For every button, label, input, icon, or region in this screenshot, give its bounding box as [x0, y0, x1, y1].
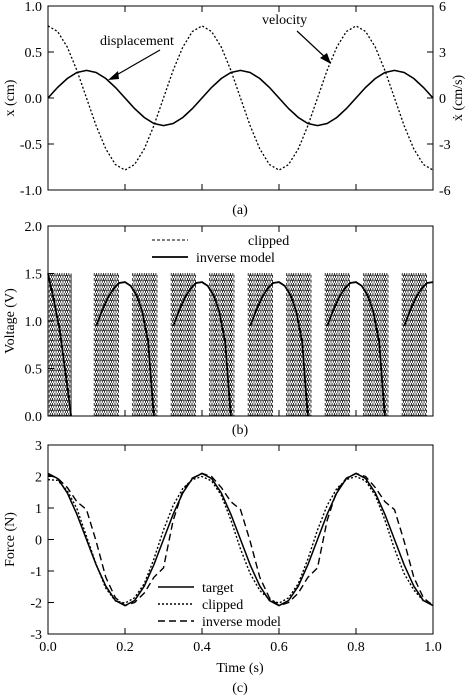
y-tick-label: -0.5 [20, 138, 42, 153]
annotation-arrow [296, 30, 328, 60]
y-axis-label: Force (N) [3, 512, 18, 567]
arrow-head [108, 71, 119, 80]
y2-tick-label: 3 [439, 46, 446, 61]
series-line-target [47, 472, 434, 607]
legend-background [148, 232, 288, 266]
y-tick-label: 0 [35, 534, 42, 549]
panel-b: 2.0 1.5 1.0 0.5 0.0 clipped inverse model Volta… [3, 220, 434, 438]
series-line-inverse-model [403, 281, 434, 327]
series-line-displacement [47, 69, 434, 127]
y-tick-label: -3 [30, 628, 42, 643]
panel-caption-b: (b) [232, 423, 249, 438]
x-axis-label: Time (s) [216, 661, 264, 676]
series-line-inverse-model [172, 281, 232, 417]
panel-c: 3 2 1 0 -1 -2 -30.0 0.2 0.4 0.6 0.8 1.0 target clippe… [3, 439, 442, 696]
y-tick-label: 3 [35, 439, 42, 454]
annotation-velocity: velocity [262, 13, 307, 28]
legend-label-target: target [202, 581, 234, 596]
annotation-arrow [112, 49, 161, 78]
series-clipped-pwm [324, 273, 350, 416]
series-line-inverse-model [47, 472, 434, 607]
y2-tick-label: 6 [439, 0, 446, 15]
x-tick-label: 0.8 [347, 640, 365, 655]
panel-a: 1.0 0.5 0.0 -0.5 -1.0 6 3 0 -3 -6 x (cm) ẋ (cm/s) di… [3, 0, 466, 218]
y-tick-label: 1.0 [25, 315, 43, 330]
series-clipped-pwm [170, 273, 196, 416]
series-line-clipped [47, 475, 434, 605]
series-line-inverse-model [326, 281, 386, 417]
y-tick-label: 2 [35, 471, 42, 486]
series-line-inverse-model [249, 281, 309, 417]
y2-tick-label: 0 [439, 92, 446, 107]
series-line-inverse-model [95, 281, 155, 417]
y2-tick-label: -3 [439, 138, 451, 153]
legend-label-clipped: clipped [202, 598, 243, 613]
y-tick-label: 0.0 [25, 92, 43, 107]
arrow-head [320, 53, 331, 64]
legend-label-inverse-model: inverse model [202, 615, 281, 630]
y-tick-label: 0.5 [25, 46, 43, 61]
y-tick-label: -1.0 [20, 184, 42, 199]
y2-axis-label: ẋ (cm/s) [451, 75, 466, 122]
y-tick-label: -2 [30, 597, 42, 612]
x-tick-label: 0.2 [116, 640, 134, 655]
y2-tick-label: -6 [439, 184, 451, 199]
y-tick-label: 2.0 [25, 220, 43, 235]
panel-caption-c: (c) [232, 681, 248, 696]
series-line-inverse-model [47, 273, 72, 417]
y-tick-label: 1.0 [25, 0, 43, 15]
y-tick-label: -1 [30, 565, 42, 580]
annotation-displacement: displacement [100, 34, 174, 49]
legend-label-inverse-model: inverse model [196, 251, 275, 266]
series-clipped-pwm [247, 273, 273, 416]
y-tick-label: 0.5 [25, 363, 43, 378]
x-tick-label: 0.0 [39, 640, 57, 655]
x-tick-label: 0.4 [193, 640, 211, 655]
y-axis-label: x (cm) [3, 79, 18, 116]
legend-label-clipped: clipped [248, 234, 289, 249]
y-axis-label: Voltage (V) [3, 288, 18, 354]
series-line-velocity [47, 25, 434, 171]
y-tick-label: 0.0 [25, 410, 43, 425]
x-tick-label: 1.0 [424, 640, 442, 655]
series-clipped-pwm [93, 273, 119, 416]
series-clipped-pwm [401, 273, 427, 416]
x-tick-label: 0.6 [270, 640, 288, 655]
panel-caption-a: (a) [232, 203, 248, 218]
y-tick-label: 1.5 [25, 268, 43, 283]
y-tick-label: 1 [35, 502, 42, 517]
